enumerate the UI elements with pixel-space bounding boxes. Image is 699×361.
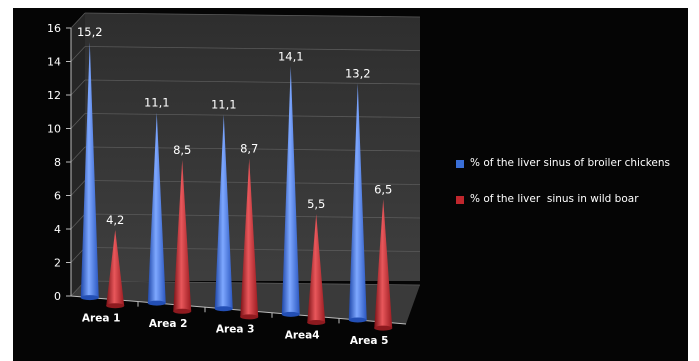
data-label-boar: 6,5 <box>374 182 392 196</box>
cone-boar <box>173 159 192 312</box>
cone-broiler <box>80 41 99 298</box>
y-tick-label: 14 <box>47 56 61 69</box>
cone-chart: 0 2 4 6 8 10 12 14 16 15,2 4,2 Area 1 11,1 8,5 Area 2 1… <box>47 12 421 347</box>
legend-item-boar: % of the liver sinus in wild boar <box>456 192 692 207</box>
data-label-boar: 8,7 <box>240 141 258 155</box>
gridline-side <box>70 12 86 29</box>
back-wall <box>85 13 420 281</box>
data-label-broiler: 14,1 <box>278 49 304 63</box>
gridline <box>84 46 421 51</box>
gridline <box>84 213 421 219</box>
cone-base-boar <box>307 319 326 325</box>
legend-label-broiler: % of the liver sinus of broiler chickens <box>470 157 671 169</box>
gridline <box>84 79 421 85</box>
y-tick-label: 8 <box>54 156 61 169</box>
gridline-side <box>70 79 86 96</box>
chart-area: 0 2 4 6 8 10 12 14 16 15,2 4,2 Area 1 11,1 8,5 Area 2 1… <box>13 8 688 361</box>
gridline <box>84 12 421 18</box>
cone-base-broiler <box>147 300 166 306</box>
data-label-boar: 8,5 <box>173 143 191 157</box>
legend-label-boar: % of the liver sinus in wild boar <box>470 193 639 205</box>
x-tick-label: Area 5 <box>350 335 388 347</box>
y-tick-label: 0 <box>54 290 61 303</box>
cone-boar <box>374 199 393 329</box>
x-tick-label: Area 2 <box>149 318 187 330</box>
cone-boar <box>106 229 125 306</box>
data-label-broiler: 15,2 <box>77 25 103 39</box>
cone-base-boar <box>240 314 259 320</box>
x-tick-label: Area 3 <box>216 324 254 336</box>
data-label-broiler: 11,1 <box>211 98 237 112</box>
y-tick-label: 6 <box>54 190 61 203</box>
gridline-side <box>70 146 86 163</box>
gridline-side <box>70 46 86 62</box>
x-tick-label: Area 1 <box>82 313 120 325</box>
x-tick-label: Area4 <box>285 329 320 341</box>
gridline <box>84 180 421 185</box>
gridline-side <box>70 113 86 129</box>
gridline-side <box>70 213 86 230</box>
cone-base-boar <box>106 303 125 309</box>
cone-broiler <box>214 114 233 309</box>
y-tick-label: 10 <box>47 123 61 136</box>
cone-base-boar <box>374 325 393 331</box>
legend: % of the liver sinus of broiler chickens… <box>456 156 692 228</box>
cone-broiler <box>348 83 367 320</box>
gridline-side <box>70 180 86 196</box>
y-tick-label: 2 <box>54 257 61 270</box>
cone-base-broiler <box>348 317 367 323</box>
data-label-broiler: 11,1 <box>144 96 170 110</box>
cone-boar <box>240 158 259 317</box>
y-tick-label: 12 <box>47 89 61 102</box>
legend-swatch-blue <box>456 160 464 168</box>
cone-base-broiler <box>281 311 300 317</box>
legend-swatch-red <box>456 196 464 204</box>
data-label-boar: 5,5 <box>307 197 325 211</box>
gridline <box>84 146 421 152</box>
data-label-broiler: 13,2 <box>345 66 371 80</box>
data-label-boar: 4,2 <box>106 213 124 227</box>
cone-base-broiler <box>214 306 233 312</box>
legend-item-broiler: % of the liver sinus of broiler chickens <box>456 156 692 171</box>
cone-broiler <box>281 66 300 315</box>
y-tick-label: 16 <box>47 22 61 35</box>
y-tick-label: 4 <box>54 223 61 236</box>
cone-base-boar <box>173 308 192 314</box>
gridline <box>84 113 421 118</box>
cone-base-broiler <box>80 295 99 301</box>
cone-broiler <box>147 112 166 304</box>
cone-boar <box>307 214 326 323</box>
